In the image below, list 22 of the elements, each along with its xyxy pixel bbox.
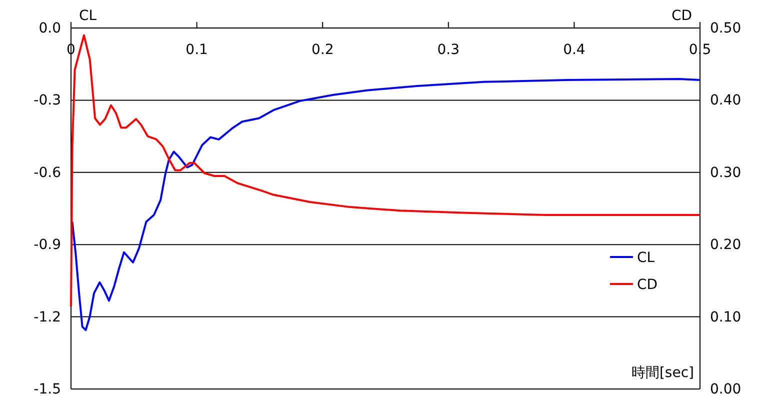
legend-label: CD <box>637 277 658 293</box>
y2-tick-label: 0.40 <box>710 92 742 109</box>
y-axis-title: CL <box>79 8 97 24</box>
line-series <box>71 78 701 332</box>
y-tick-label: -0.9 <box>34 237 61 254</box>
x-tick-label: 0.4 <box>563 42 586 58</box>
y-tick-label: -1.5 <box>34 381 61 398</box>
x-tick-label: 0.2 <box>311 42 334 58</box>
x-axis-title: 時間[sec] <box>631 365 694 381</box>
y2-tick-label: 0.10 <box>710 309 742 326</box>
legend-label: CL <box>637 250 655 266</box>
y-tick-label: -1.2 <box>34 309 61 326</box>
y2-tick-label: 0.00 <box>710 381 742 398</box>
y2-tick-label: 0.20 <box>710 237 742 254</box>
y-tick-label: -0.3 <box>34 92 61 109</box>
y2-axis-title: CD <box>671 8 692 24</box>
y-tick-label: -0.6 <box>34 164 62 181</box>
y2-tick-label: 0.50 <box>710 20 742 36</box>
x-tick-label: 0.3 <box>437 42 460 58</box>
x-tick-label: 0.1 <box>186 42 208 58</box>
y-tick-label: 0.0 <box>38 20 61 36</box>
y2-tick-label: 0.30 <box>710 164 742 181</box>
